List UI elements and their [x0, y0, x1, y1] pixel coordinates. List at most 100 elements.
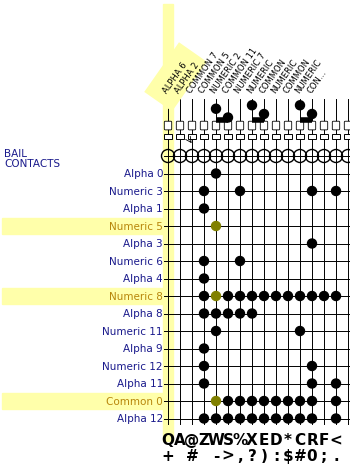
Bar	[2, 393, 164, 409]
Text: Alpha 3: Alpha 3	[123, 239, 163, 249]
Text: Z: Z	[198, 432, 210, 447]
FancyBboxPatch shape	[164, 122, 172, 130]
FancyBboxPatch shape	[248, 122, 256, 130]
Bar	[248, 135, 256, 140]
Circle shape	[331, 379, 341, 388]
Circle shape	[259, 397, 268, 406]
Bar	[188, 135, 196, 140]
Circle shape	[295, 101, 304, 110]
Text: NUMERIC 7: NUMERIC 7	[234, 51, 268, 95]
Circle shape	[236, 257, 245, 266]
Circle shape	[247, 397, 257, 406]
Circle shape	[199, 187, 209, 196]
Text: Alpha 4: Alpha 4	[123, 274, 163, 284]
Text: NUMERIC 2: NUMERIC 2	[210, 51, 244, 95]
Circle shape	[284, 292, 293, 301]
Circle shape	[199, 205, 209, 214]
Circle shape	[199, 344, 209, 353]
Circle shape	[236, 397, 245, 406]
Bar	[344, 135, 350, 140]
Text: +: +	[162, 448, 174, 463]
FancyBboxPatch shape	[284, 122, 292, 130]
Bar	[224, 135, 232, 140]
Text: D: D	[270, 432, 282, 447]
Bar	[212, 135, 220, 140]
Bar	[308, 135, 316, 140]
Circle shape	[224, 397, 232, 406]
Circle shape	[259, 110, 268, 119]
Circle shape	[295, 292, 304, 301]
Text: NUMERIC: NUMERIC	[270, 58, 300, 95]
Text: ): )	[260, 448, 267, 463]
Circle shape	[259, 292, 268, 301]
Text: A: A	[174, 432, 186, 447]
Circle shape	[308, 239, 316, 248]
Circle shape	[211, 309, 220, 318]
Circle shape	[224, 114, 232, 123]
Circle shape	[272, 292, 280, 301]
Circle shape	[224, 414, 232, 423]
FancyBboxPatch shape	[188, 122, 196, 130]
Text: Numeric 3: Numeric 3	[109, 187, 163, 197]
FancyBboxPatch shape	[296, 122, 304, 130]
FancyBboxPatch shape	[272, 122, 280, 130]
Circle shape	[272, 414, 280, 423]
Circle shape	[236, 187, 245, 196]
Circle shape	[199, 379, 209, 388]
Text: >: >	[222, 448, 235, 463]
Circle shape	[320, 292, 329, 301]
Circle shape	[224, 292, 232, 301]
Text: #: #	[186, 448, 198, 463]
Text: ?: ?	[247, 448, 257, 463]
Bar	[176, 135, 184, 140]
Text: @: @	[184, 432, 200, 447]
Circle shape	[308, 187, 316, 196]
Circle shape	[331, 187, 341, 196]
Text: COMMON 7: COMMON 7	[186, 50, 220, 95]
Circle shape	[308, 362, 316, 371]
Bar	[236, 135, 244, 140]
Text: Alpha 1: Alpha 1	[123, 204, 163, 214]
Text: CON...: CON...	[306, 68, 328, 95]
Text: 0: 0	[307, 448, 317, 463]
Text: CONTACTS: CONTACTS	[4, 159, 60, 169]
Text: COMMON 5: COMMON 5	[198, 50, 232, 95]
Text: %: %	[232, 432, 248, 447]
Circle shape	[211, 414, 220, 423]
Bar	[284, 135, 292, 140]
Text: COMMON 11: COMMON 11	[222, 46, 259, 95]
Text: Numeric 6: Numeric 6	[109, 257, 163, 267]
Circle shape	[211, 169, 220, 178]
Circle shape	[308, 379, 316, 388]
Circle shape	[211, 327, 220, 336]
Circle shape	[199, 309, 209, 318]
FancyBboxPatch shape	[200, 122, 208, 130]
Bar	[320, 135, 328, 140]
FancyBboxPatch shape	[332, 122, 340, 130]
Text: .: .	[333, 448, 339, 463]
FancyBboxPatch shape	[236, 122, 244, 130]
Circle shape	[295, 327, 304, 336]
FancyBboxPatch shape	[212, 122, 220, 130]
Circle shape	[308, 414, 316, 423]
Circle shape	[331, 414, 341, 423]
Circle shape	[272, 397, 280, 406]
Circle shape	[331, 292, 341, 301]
Text: ALPHA 6: ALPHA 6	[162, 60, 189, 95]
Circle shape	[211, 105, 220, 114]
Circle shape	[211, 292, 220, 301]
Circle shape	[199, 362, 209, 371]
Text: ;: ;	[321, 448, 327, 463]
Text: COMMON: COMMON	[258, 57, 288, 95]
Circle shape	[224, 309, 232, 318]
Text: Alpha 9: Alpha 9	[123, 344, 163, 354]
Text: COMMON: COMMON	[282, 57, 312, 95]
Circle shape	[308, 397, 316, 406]
FancyBboxPatch shape	[344, 122, 350, 130]
Text: NUMERIC: NUMERIC	[294, 58, 323, 95]
Bar	[2, 288, 164, 305]
Circle shape	[211, 222, 220, 231]
Circle shape	[236, 292, 245, 301]
Circle shape	[211, 397, 220, 406]
Circle shape	[236, 309, 245, 318]
